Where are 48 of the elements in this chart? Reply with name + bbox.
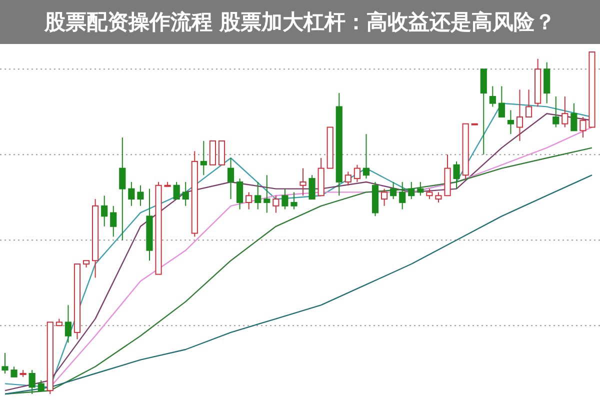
candlestick xyxy=(354,164,360,182)
candlestick xyxy=(417,181,424,196)
candlestick xyxy=(128,181,135,206)
chart-title: 股票配资操作流程 股票加大杠杆：高收益还是高风险？ xyxy=(43,9,557,36)
candlestick xyxy=(173,181,180,200)
candlestick xyxy=(308,174,316,200)
candlestick xyxy=(570,102,578,132)
candlestick xyxy=(552,96,560,128)
candlestick xyxy=(209,140,216,166)
candlestick xyxy=(408,181,415,200)
candlestick xyxy=(272,195,280,214)
candlestick xyxy=(453,160,460,190)
candlestick xyxy=(544,62,550,104)
candlestick xyxy=(137,184,144,206)
candlestick xyxy=(28,370,36,394)
candlestick xyxy=(300,168,306,196)
candlestick xyxy=(10,366,18,378)
candlestick xyxy=(344,171,352,186)
candlestick xyxy=(507,110,514,135)
candlestick xyxy=(236,178,244,210)
candlestick xyxy=(227,158,234,200)
candlestick xyxy=(264,174,270,214)
candlestick xyxy=(489,86,496,108)
candlestick xyxy=(200,140,207,176)
candlestick xyxy=(362,134,370,180)
candlestick xyxy=(380,188,388,206)
candlestick xyxy=(218,140,226,166)
candlestick xyxy=(101,195,108,227)
candlestick xyxy=(246,192,252,210)
candlestick xyxy=(254,181,262,210)
candlestick xyxy=(110,205,117,238)
candlestick xyxy=(390,181,397,200)
candlestick xyxy=(290,192,298,210)
candlestick xyxy=(480,68,487,156)
candlestick xyxy=(399,181,406,210)
candlestick xyxy=(182,181,189,206)
candlestick xyxy=(498,86,505,118)
candlestick xyxy=(435,192,442,203)
candlestick xyxy=(38,380,44,392)
candlestick xyxy=(119,137,126,241)
candlestick xyxy=(562,96,568,128)
candlestick xyxy=(426,188,433,200)
candlestick xyxy=(282,188,288,210)
candlestick xyxy=(580,116,586,138)
candlestick xyxy=(516,89,524,142)
candlestick xyxy=(2,352,8,374)
candlestick xyxy=(525,89,532,118)
candlestick xyxy=(64,304,72,344)
